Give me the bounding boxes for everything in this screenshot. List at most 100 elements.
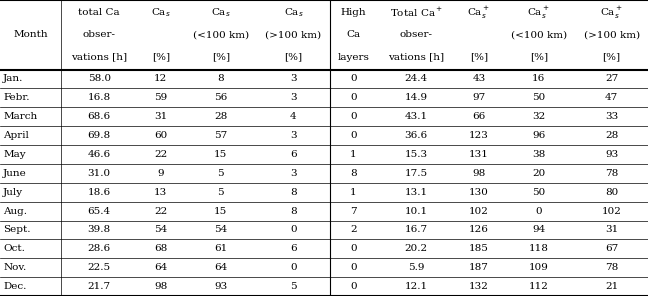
Text: Dec.: Dec. bbox=[3, 282, 27, 291]
Text: 28: 28 bbox=[214, 112, 227, 121]
Text: 8: 8 bbox=[290, 188, 297, 197]
Text: 3: 3 bbox=[290, 131, 297, 140]
Text: 93: 93 bbox=[605, 150, 618, 159]
Text: [%]: [%] bbox=[603, 52, 621, 62]
Text: High: High bbox=[341, 8, 366, 17]
Text: 5: 5 bbox=[290, 282, 297, 291]
Text: 118: 118 bbox=[529, 244, 549, 253]
Text: 78: 78 bbox=[605, 169, 618, 178]
Text: 16: 16 bbox=[532, 75, 546, 83]
Text: [%]: [%] bbox=[284, 52, 303, 62]
Text: 3: 3 bbox=[290, 169, 297, 178]
Text: 69.8: 69.8 bbox=[87, 131, 111, 140]
Text: Ca$_s^+$: Ca$_s^+$ bbox=[527, 4, 550, 20]
Text: 20.2: 20.2 bbox=[404, 244, 428, 253]
Text: layers: layers bbox=[338, 52, 369, 62]
Text: 0: 0 bbox=[350, 282, 356, 291]
Text: April: April bbox=[3, 131, 29, 140]
Text: Sept.: Sept. bbox=[3, 226, 30, 234]
Text: 15: 15 bbox=[214, 207, 227, 215]
Text: total Ca: total Ca bbox=[78, 8, 120, 17]
Text: 5: 5 bbox=[217, 188, 224, 197]
Text: 64: 64 bbox=[154, 263, 167, 272]
Text: Ca$_s$: Ca$_s$ bbox=[211, 6, 231, 19]
Text: 22: 22 bbox=[154, 207, 167, 215]
Text: 9: 9 bbox=[157, 169, 164, 178]
Text: 3: 3 bbox=[290, 93, 297, 102]
Text: March: March bbox=[3, 112, 38, 121]
Text: 6: 6 bbox=[290, 244, 297, 253]
Text: 36.6: 36.6 bbox=[404, 131, 428, 140]
Text: Month: Month bbox=[13, 30, 48, 39]
Text: (>100 km): (>100 km) bbox=[266, 30, 321, 39]
Text: 123: 123 bbox=[469, 131, 489, 140]
Text: 2: 2 bbox=[350, 226, 356, 234]
Text: 64: 64 bbox=[214, 263, 227, 272]
Text: 20: 20 bbox=[532, 169, 546, 178]
Text: 0: 0 bbox=[350, 263, 356, 272]
Text: Nov.: Nov. bbox=[3, 263, 27, 272]
Text: 22.5: 22.5 bbox=[87, 263, 111, 272]
Text: 94: 94 bbox=[532, 226, 546, 234]
Text: 21.7: 21.7 bbox=[87, 282, 111, 291]
Text: 1: 1 bbox=[350, 150, 356, 159]
Text: 187: 187 bbox=[469, 263, 489, 272]
Text: 22: 22 bbox=[154, 150, 167, 159]
Text: 32: 32 bbox=[532, 112, 546, 121]
Text: 16.8: 16.8 bbox=[87, 93, 111, 102]
Text: 5.9: 5.9 bbox=[408, 263, 424, 272]
Text: 68.6: 68.6 bbox=[87, 112, 111, 121]
Text: 21: 21 bbox=[605, 282, 618, 291]
Text: 33: 33 bbox=[605, 112, 618, 121]
Text: June: June bbox=[3, 169, 27, 178]
Text: 10.1: 10.1 bbox=[404, 207, 428, 215]
Text: 0: 0 bbox=[350, 75, 356, 83]
Text: July: July bbox=[3, 188, 23, 197]
Text: 102: 102 bbox=[602, 207, 621, 215]
Text: 1: 1 bbox=[350, 188, 356, 197]
Text: 58.0: 58.0 bbox=[87, 75, 111, 83]
Text: 130: 130 bbox=[469, 188, 489, 197]
Text: 28: 28 bbox=[605, 131, 618, 140]
Text: 54: 54 bbox=[154, 226, 167, 234]
Text: 68: 68 bbox=[154, 244, 167, 253]
Text: Ca$_s$: Ca$_s$ bbox=[151, 6, 171, 19]
Text: 65.4: 65.4 bbox=[87, 207, 111, 215]
Text: 50: 50 bbox=[532, 188, 546, 197]
Text: 43: 43 bbox=[472, 75, 485, 83]
Text: [%]: [%] bbox=[470, 52, 488, 62]
Text: 27: 27 bbox=[605, 75, 618, 83]
Text: 12.1: 12.1 bbox=[404, 282, 428, 291]
Text: 17.5: 17.5 bbox=[404, 169, 428, 178]
Text: 96: 96 bbox=[532, 131, 546, 140]
Text: [%]: [%] bbox=[212, 52, 230, 62]
Text: 98: 98 bbox=[154, 282, 167, 291]
Text: 132: 132 bbox=[469, 282, 489, 291]
Text: 15.3: 15.3 bbox=[404, 150, 428, 159]
Text: 4: 4 bbox=[290, 112, 297, 121]
Text: 7: 7 bbox=[350, 207, 356, 215]
Text: obser-: obser- bbox=[83, 30, 116, 39]
Text: 0: 0 bbox=[350, 244, 356, 253]
Text: 31.0: 31.0 bbox=[87, 169, 111, 178]
Text: 54: 54 bbox=[214, 226, 227, 234]
Text: 67: 67 bbox=[605, 244, 618, 253]
Text: 0: 0 bbox=[290, 263, 297, 272]
Text: 8: 8 bbox=[217, 75, 224, 83]
Text: 0: 0 bbox=[350, 131, 356, 140]
Text: Ca: Ca bbox=[346, 30, 360, 39]
Text: 93: 93 bbox=[214, 282, 227, 291]
Text: Ca$_s^+$: Ca$_s^+$ bbox=[600, 4, 623, 20]
Text: 0: 0 bbox=[350, 93, 356, 102]
Text: 59: 59 bbox=[154, 93, 167, 102]
Text: 50: 50 bbox=[532, 93, 546, 102]
Text: 61: 61 bbox=[214, 244, 227, 253]
Text: Aug.: Aug. bbox=[3, 207, 27, 215]
Text: 6: 6 bbox=[290, 150, 297, 159]
Text: 46.6: 46.6 bbox=[87, 150, 111, 159]
Text: 3: 3 bbox=[290, 75, 297, 83]
Text: 126: 126 bbox=[469, 226, 489, 234]
Text: (<100 km): (<100 km) bbox=[511, 30, 567, 39]
Text: Jan.: Jan. bbox=[3, 75, 23, 83]
Text: 80: 80 bbox=[605, 188, 618, 197]
